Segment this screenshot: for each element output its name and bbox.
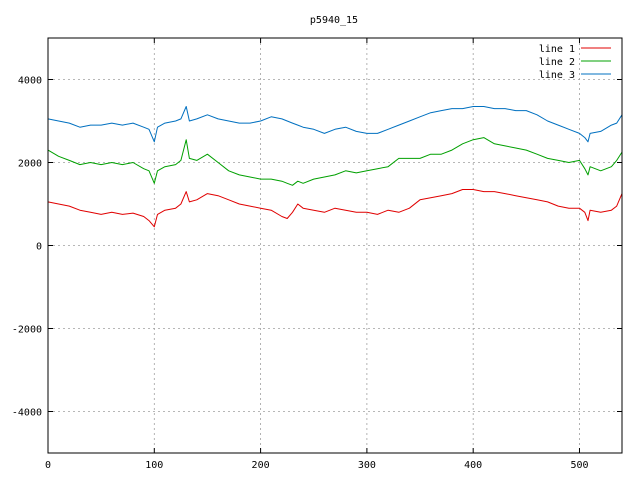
- series-line-2: [47, 137, 623, 186]
- x-tick-label: 500: [570, 460, 588, 471]
- y-tick-label: 0: [36, 242, 42, 253]
- legend-label: line 3: [539, 70, 575, 81]
- grid: [48, 38, 622, 453]
- x-tick-label: 400: [464, 460, 482, 471]
- chart-title: p5940_15: [310, 15, 358, 26]
- y-tick-label: -2000: [12, 325, 42, 336]
- y-tick-label: 2000: [18, 159, 42, 170]
- legend-label: line 1: [539, 44, 575, 55]
- y-tick-label: 4000: [18, 76, 42, 87]
- series-line-3: [47, 106, 623, 143]
- y-tick-label: -4000: [12, 408, 42, 419]
- x-tick-label: 0: [45, 460, 51, 471]
- axis-ticks: 0 100 200 300 400 500 -4000 -2000 0 2000 4000: [12, 38, 622, 471]
- series-line-1: [47, 189, 623, 228]
- x-tick-label: 100: [145, 460, 163, 471]
- legend-label: line 2: [539, 57, 575, 68]
- series-group: [47, 106, 623, 228]
- legend: line 1 line 2 line 3: [539, 44, 611, 81]
- x-tick-label: 300: [358, 460, 376, 471]
- x-tick-label: 200: [252, 460, 270, 471]
